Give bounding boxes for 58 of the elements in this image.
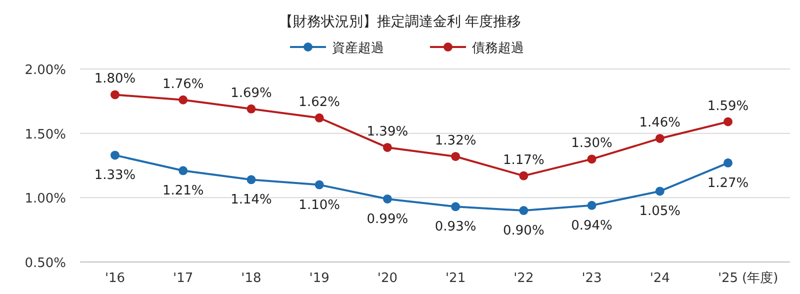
data-label: 1.05% xyxy=(639,204,681,220)
legend-label: 資産超過 xyxy=(332,40,384,56)
data-label: 1.69% xyxy=(230,86,272,101)
y-tick-label: 1.00% xyxy=(24,192,66,207)
chart-title: 【財務状況別】推定調達金利 年度推移 xyxy=(278,14,522,30)
legend-label: 債務超過 xyxy=(472,41,524,56)
point xyxy=(382,194,392,204)
data-label: 1.76% xyxy=(162,76,204,92)
data-label: 1.10% xyxy=(298,198,340,213)
point xyxy=(451,152,460,161)
point xyxy=(382,142,392,152)
point xyxy=(110,90,120,100)
point xyxy=(314,113,324,122)
x-tick-label: '25 xyxy=(718,271,738,286)
point xyxy=(314,180,324,190)
data-label: 1.33% xyxy=(94,168,136,184)
point xyxy=(655,186,664,196)
data-label: 1.27% xyxy=(707,176,749,191)
x-tick-label: '16 xyxy=(104,271,126,286)
data-label: 0.93% xyxy=(434,220,476,235)
y-tick-label: 2.00% xyxy=(24,63,66,78)
data-label: 1.32% xyxy=(434,133,476,148)
y-tick-label: 0.50% xyxy=(24,256,66,271)
point xyxy=(724,117,732,126)
point xyxy=(587,200,596,210)
x-tick-label: '20 xyxy=(377,271,398,286)
data-label: 1.39% xyxy=(366,124,408,140)
data-label: 1.80% xyxy=(94,72,136,87)
point xyxy=(178,95,188,104)
x-tick-label: '19 xyxy=(309,271,330,286)
x-tick-label: '23 xyxy=(582,271,602,286)
x-tick-label: '22 xyxy=(514,271,534,286)
data-label: 1.59% xyxy=(707,98,749,114)
data-label: 0.99% xyxy=(366,212,408,227)
point xyxy=(724,158,732,168)
x-axis-title: (年度) xyxy=(742,270,778,286)
data-label: 1.46% xyxy=(639,115,681,130)
point xyxy=(246,104,256,114)
x-tick-label: '24 xyxy=(650,271,670,286)
x-tick-label: '17 xyxy=(173,271,194,286)
data-label: 1.14% xyxy=(230,192,272,208)
point xyxy=(655,134,664,143)
data-label: 0.90% xyxy=(503,224,544,239)
x-tick-label: '21 xyxy=(445,271,466,286)
data-label: 1.30% xyxy=(571,136,612,152)
point xyxy=(110,150,120,160)
data-label: 1.17% xyxy=(503,152,544,168)
x-tick-label: '18 xyxy=(241,271,262,286)
y-tick-label: 1.50% xyxy=(24,127,66,142)
data-label: 0.94% xyxy=(571,218,612,234)
point xyxy=(178,166,188,176)
data-label: 1.21% xyxy=(162,184,204,199)
point xyxy=(246,175,256,184)
data-label: 1.62% xyxy=(298,94,340,110)
point xyxy=(587,154,596,164)
point xyxy=(519,171,528,180)
point xyxy=(519,206,528,216)
point xyxy=(451,202,460,212)
